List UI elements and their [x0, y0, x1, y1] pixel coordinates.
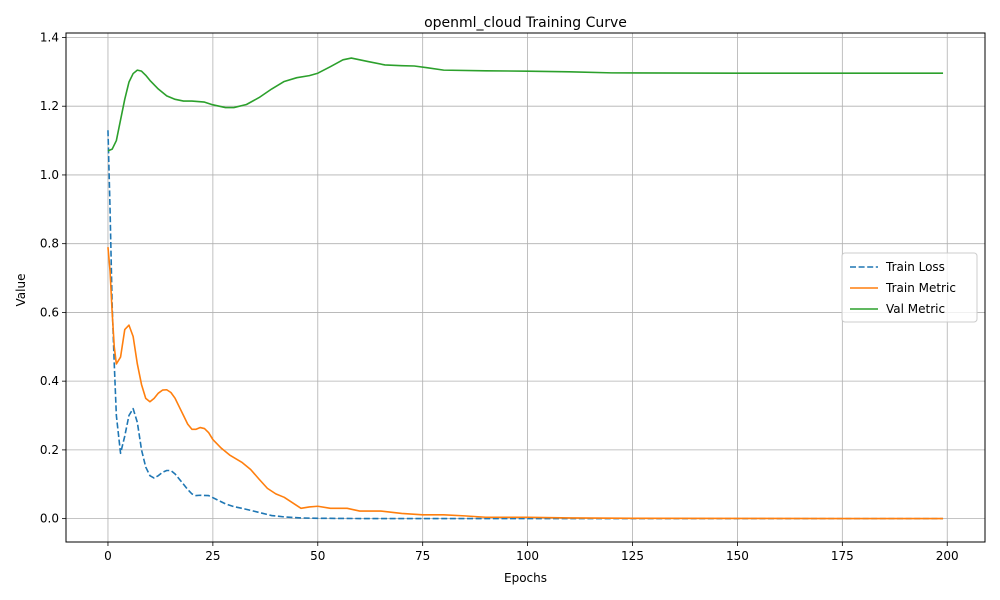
- x-axis-label: Epochs: [504, 571, 547, 585]
- x-tick-label: 75: [415, 549, 430, 563]
- x-tick-label: 100: [516, 549, 539, 563]
- y-tick-label: 0.6: [40, 305, 59, 319]
- val-metric-line: [107, 57, 944, 152]
- y-tick-label: 1.0: [40, 168, 59, 182]
- x-tick-label: 175: [831, 549, 854, 563]
- chart-title: openml_cloud Training Curve: [424, 15, 627, 31]
- legend-label-train-metric: Train Metric: [885, 281, 956, 295]
- y-tick-label: 1.2: [40, 99, 59, 113]
- x-tick-label: 25: [205, 549, 220, 563]
- axis-ticks: 0 25 50 75 100 125 150 175 200 0.0 0.2 0.4 0.6 0.8 1.0…: [40, 30, 959, 563]
- y-tick-label: 0.2: [40, 443, 59, 457]
- y-tick-label: 1.4: [40, 30, 59, 44]
- train-metric-line: [107, 247, 944, 520]
- x-tick-label: 50: [310, 549, 325, 563]
- train-loss-line: [107, 130, 944, 520]
- plot-area-frame: [65, 32, 986, 543]
- legend: Train Loss Train Metric Val Metric: [841, 252, 978, 323]
- legend-label-val-metric: Val Metric: [886, 302, 945, 316]
- series-lines: [107, 57, 944, 520]
- y-tick-label: 0.4: [40, 374, 59, 388]
- x-tick-label: 0: [104, 549, 112, 563]
- x-tick-label: 200: [936, 549, 959, 563]
- y-axis-label: Value: [14, 274, 28, 307]
- x-tick-label: 150: [726, 549, 749, 563]
- y-tick-label: 0.8: [40, 237, 59, 251]
- legend-box: [841, 252, 978, 323]
- x-tick-label: 125: [621, 549, 644, 563]
- legend-label-train-loss: Train Loss: [885, 260, 945, 274]
- y-tick-label: 0.0: [40, 512, 59, 526]
